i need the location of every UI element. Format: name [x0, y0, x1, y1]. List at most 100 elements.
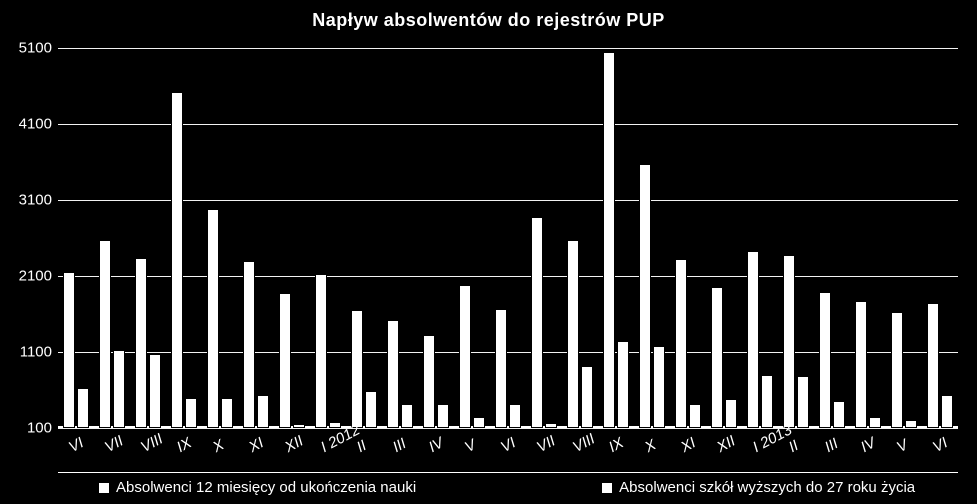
bar-group [63, 272, 89, 428]
bar-group [459, 285, 485, 428]
bar-series-a [279, 293, 291, 428]
bar-group [603, 52, 629, 428]
bar-series-a [675, 259, 687, 428]
bar-series-b [869, 417, 881, 428]
bar-series-b [221, 398, 233, 428]
bar-series-a [63, 272, 75, 428]
bar-series-b [509, 404, 521, 428]
x-axis-labels: VIVIIVIIIIXXXIXIII 2012IIIIIIVVVIVIIVIII… [58, 432, 958, 472]
bar-series-b [293, 424, 305, 428]
bar-series-a [459, 285, 471, 428]
bar-series-a [351, 310, 363, 428]
bar-group [531, 217, 557, 428]
x-tick-label: IX [606, 434, 627, 456]
bar-series-b [581, 366, 593, 428]
bar-series-b [257, 395, 269, 428]
x-tick-label: VII [534, 432, 558, 456]
bar-group [207, 209, 233, 428]
y-tick-label: 2100 [10, 268, 52, 285]
x-tick-label: VI [930, 434, 951, 456]
bar-group [855, 301, 881, 428]
chart-title: Napływ absolwentów do rejestrów PUP [0, 10, 977, 31]
bar-group [783, 255, 809, 428]
x-tick-label: IV [426, 434, 447, 456]
gridline [58, 428, 958, 429]
legend: Absolwenci 12 miesięcy od ukończenia nau… [58, 472, 958, 498]
x-tick-label: XI [246, 434, 267, 456]
x-tick-label: III [390, 435, 409, 456]
bar-group [99, 240, 125, 428]
bar-group [315, 274, 341, 428]
bar-group [891, 312, 917, 428]
bar-series-b [149, 354, 161, 428]
bar-series-b [797, 376, 809, 428]
bar-group [747, 251, 773, 428]
bar-series-b [473, 417, 485, 428]
x-tick-label: XII [714, 432, 738, 456]
bar-series-a [171, 92, 183, 428]
bar-group [711, 287, 737, 428]
bar-series-a [819, 292, 831, 428]
bar-series-b [653, 346, 665, 428]
bar-series-b [113, 350, 125, 428]
bar-series-b [437, 404, 449, 428]
bar-series-a [135, 258, 147, 428]
bar-series-b [545, 423, 557, 428]
x-tick-label: III [822, 435, 841, 456]
x-tick-label: VIII [138, 430, 166, 456]
bar-series-b [725, 399, 737, 428]
gridline [58, 48, 958, 49]
bar-series-b [617, 341, 629, 428]
y-tick-label: 4100 [10, 116, 52, 133]
bar-group [135, 258, 161, 428]
bar-series-b [401, 404, 413, 428]
bar-series-a [423, 335, 435, 428]
legend-label-2: Absolwenci szkół wyższych do 27 roku życ… [619, 479, 915, 496]
bar-series-b [689, 404, 701, 428]
y-tick-label: 5100 [10, 40, 52, 57]
bar-group [423, 335, 449, 428]
bar-series-a [783, 255, 795, 428]
bar-series-a [855, 301, 867, 428]
bar-group [387, 320, 413, 428]
x-tick-label: VIII [570, 430, 598, 456]
bar-series-a [747, 251, 759, 428]
bar-group [495, 309, 521, 428]
bar-series-a [639, 164, 651, 428]
bar-group [927, 303, 953, 428]
legend-marker-icon [601, 482, 613, 494]
plot-area: 10011002100310041005100 [58, 48, 958, 428]
legend-label-1: Absolwenci 12 miesięcy od ukończenia nau… [116, 479, 416, 496]
bar-series-a [603, 52, 615, 428]
bar-series-a [567, 240, 579, 428]
bar-group [675, 259, 701, 428]
bar-series-b [329, 422, 341, 428]
x-tick-label: XII [282, 432, 306, 456]
x-tick-label: VI [66, 434, 87, 456]
bar-series-b [941, 395, 953, 428]
x-tick-label: V [894, 436, 911, 456]
y-tick-label: 1100 [10, 344, 52, 361]
x-tick-label: V [462, 436, 479, 456]
bar-series-a [927, 303, 939, 428]
x-tick-label: XI [678, 434, 699, 456]
bar-series-a [495, 309, 507, 428]
y-tick-label: 100 [10, 420, 52, 437]
bar-series-a [99, 240, 111, 428]
x-tick-label: VI [498, 434, 519, 456]
bar-series-a [387, 320, 399, 428]
legend-marker-icon [98, 482, 110, 494]
bar-group [243, 261, 269, 428]
chart-container: Napływ absolwentów do rejestrów PUP 1001… [0, 0, 977, 504]
bar-group [279, 293, 305, 428]
bar-series-b [833, 401, 845, 428]
bar-series-b [761, 375, 773, 428]
x-tick-label: IV [858, 434, 879, 456]
x-tick-label: VII [102, 432, 126, 456]
bar-series-a [207, 209, 219, 428]
y-tick-label: 3100 [10, 192, 52, 209]
x-tick-label: IX [174, 434, 195, 456]
legend-item-2: Absolwenci szkół wyższych do 27 roku życ… [601, 479, 915, 496]
bar-group [171, 92, 197, 428]
x-tick-label: X [642, 436, 659, 456]
